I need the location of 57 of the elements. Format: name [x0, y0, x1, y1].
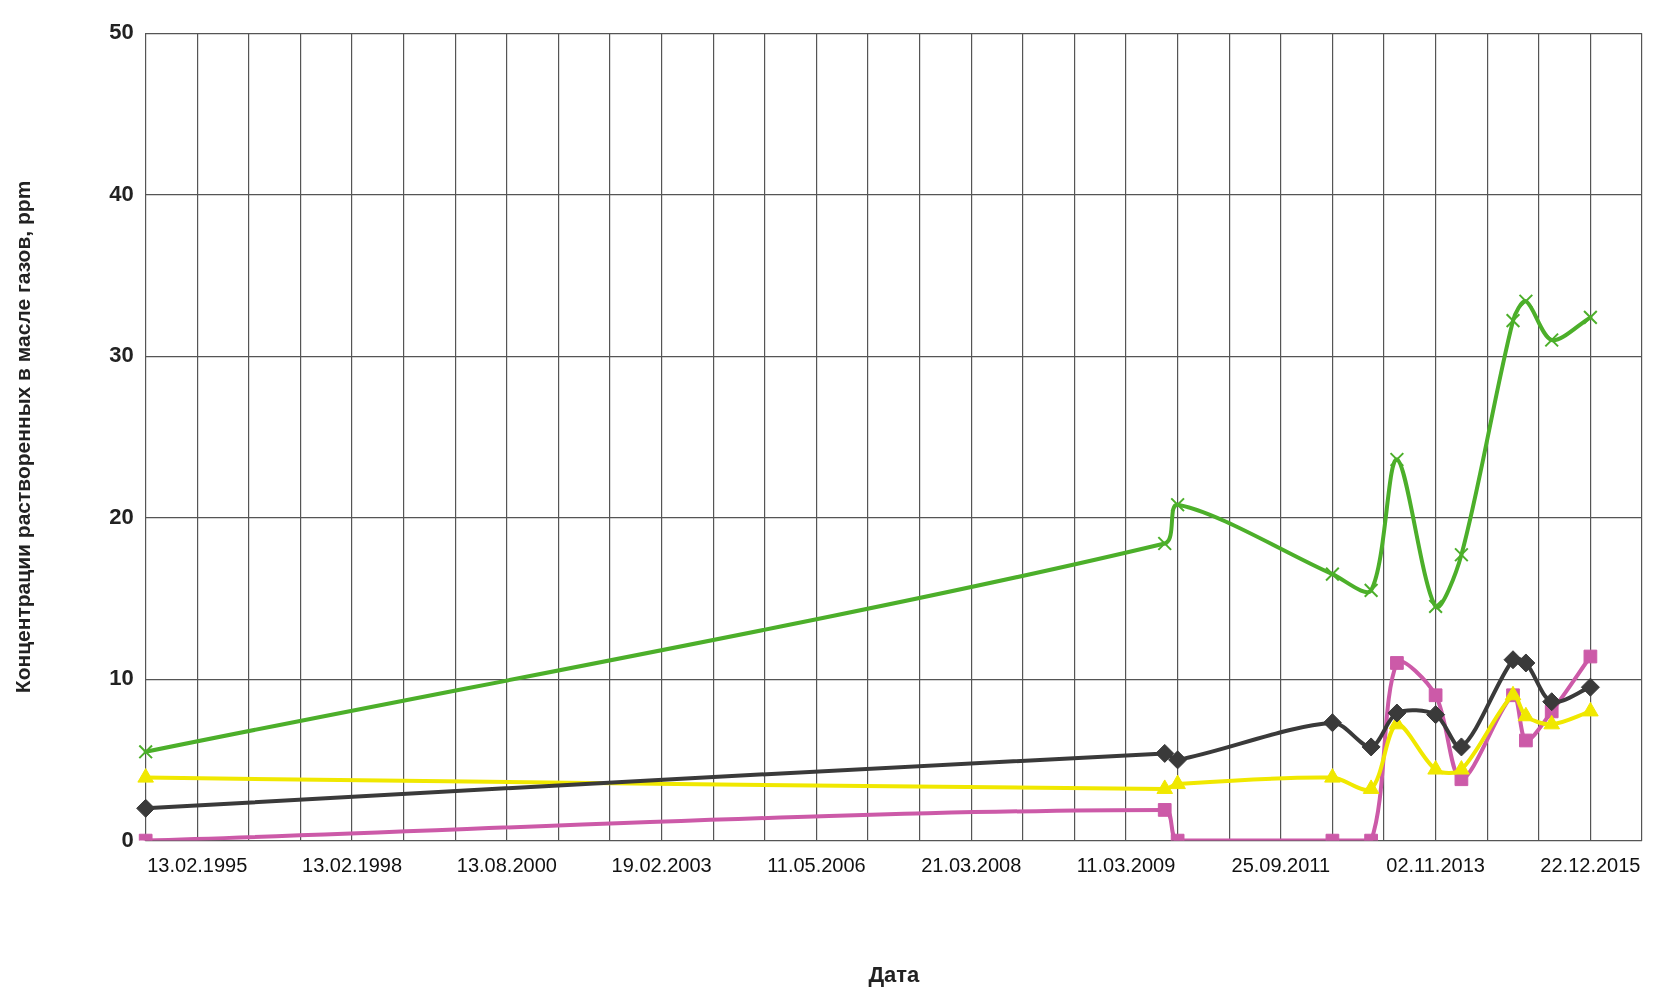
point — [1516, 653, 1536, 673]
point — [1519, 733, 1533, 748]
point — [1453, 760, 1470, 775]
point — [1361, 737, 1381, 757]
point — [137, 768, 154, 783]
x-tick-label: 21.03.2008 — [921, 854, 1022, 877]
point — [1542, 692, 1562, 712]
point — [1454, 547, 1469, 563]
x-tick-label: 11.03.2009 — [1076, 854, 1176, 877]
y-tick-label: 0 — [121, 826, 134, 852]
point — [1583, 310, 1598, 325]
point — [1168, 750, 1188, 770]
x-tick-label: 13.02.1995 — [147, 854, 248, 877]
point — [1583, 649, 1598, 664]
point — [1324, 768, 1341, 783]
point — [1157, 803, 1172, 817]
point — [1155, 743, 1175, 763]
point — [1517, 706, 1535, 722]
point — [1363, 582, 1379, 598]
point — [1389, 452, 1405, 467]
y-axis-title: Концентрации растворенных в масле газов, ppm — [11, 180, 35, 694]
point — [1582, 701, 1599, 717]
point — [1169, 774, 1186, 790]
point — [1390, 656, 1404, 670]
point — [136, 798, 156, 818]
point — [1451, 737, 1471, 757]
point — [1426, 705, 1446, 725]
point — [1325, 566, 1340, 582]
point — [1170, 497, 1185, 513]
point — [1518, 293, 1534, 309]
x-tick-label: 19.02.2003 — [611, 854, 712, 877]
point — [1428, 599, 1443, 614]
point — [1503, 650, 1523, 670]
x-tick-label: 13.08.2000 — [456, 854, 557, 877]
point — [1427, 760, 1444, 775]
y-tick-label: 10 — [109, 665, 134, 691]
x-tick-label: 13.02.1998 — [302, 854, 403, 877]
point — [1156, 779, 1174, 794]
point — [1580, 677, 1600, 697]
x-tick-label: 25.09.2011 — [1231, 854, 1331, 877]
point — [1428, 688, 1443, 703]
x-axis-title: Дата — [868, 961, 921, 987]
point — [1387, 703, 1407, 723]
y-tick-label: 30 — [109, 342, 134, 368]
y-tick-label: 50 — [109, 19, 134, 45]
y-tick-label: 40 — [109, 180, 134, 206]
x-tick-label: 22.12.2015 — [1540, 854, 1641, 877]
point — [1544, 332, 1560, 348]
point — [1505, 313, 1521, 328]
point — [138, 744, 154, 760]
y-tick-label: 20 — [109, 503, 134, 529]
x-tick-label: 11.05.2006 — [767, 854, 866, 877]
point — [1543, 714, 1560, 730]
point — [1322, 713, 1342, 733]
point — [1157, 536, 1173, 551]
point — [1362, 779, 1380, 794]
x-tick-label: 02.11.2013 — [1386, 854, 1485, 877]
